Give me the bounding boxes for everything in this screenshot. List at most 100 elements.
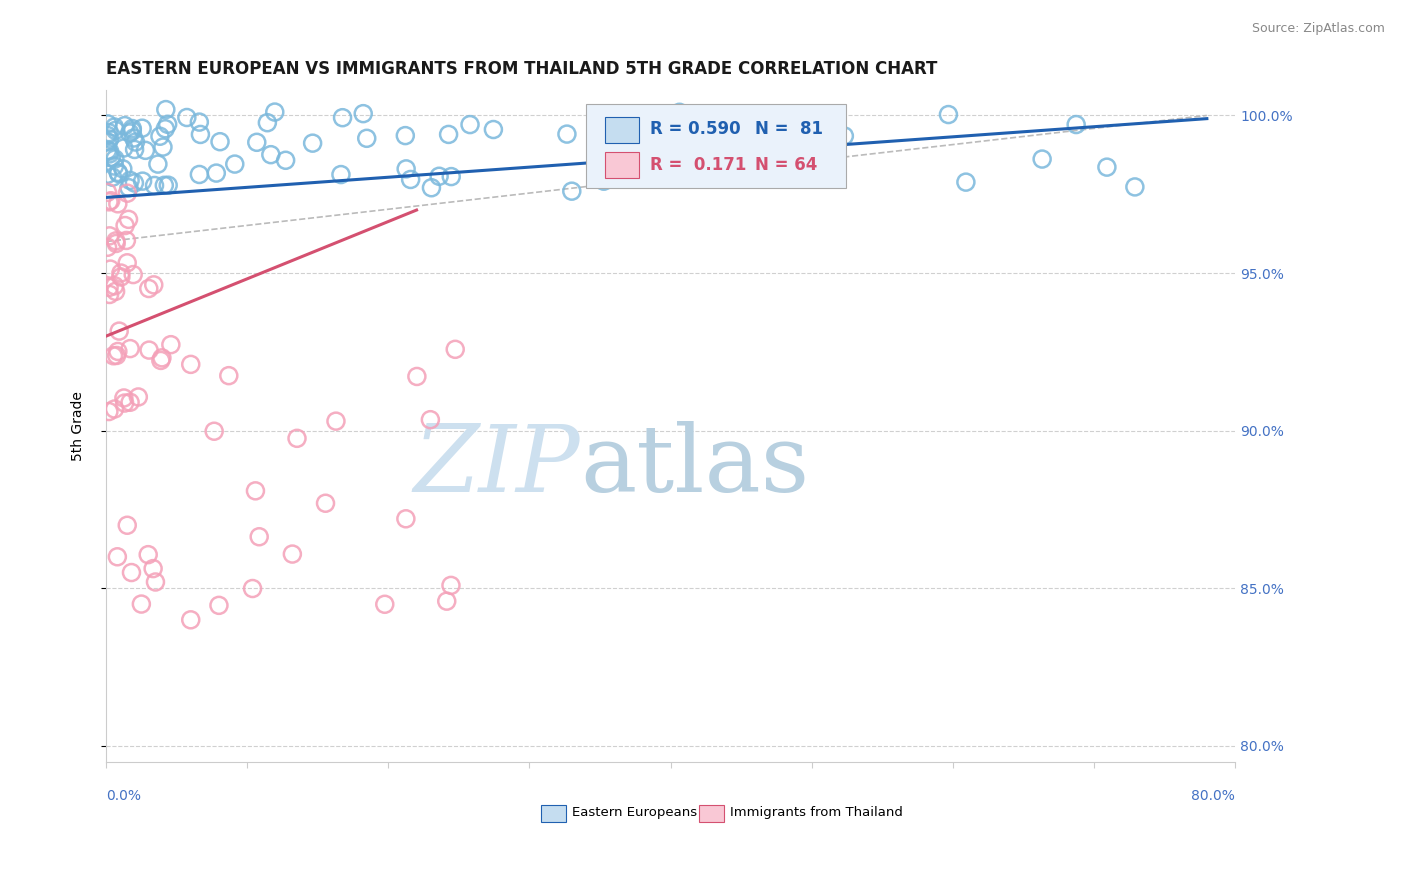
Point [1064,118,1087,132]
Point [420,180,443,194]
Point [104,278,127,293]
Point [352,106,374,120]
Point [115,234,138,248]
Point [938,107,960,121]
Point [121,566,143,580]
Point [103,402,125,417]
Point [176,111,198,125]
Point [118,180,141,194]
Text: atlas: atlas [581,421,810,511]
Point [208,135,231,149]
Point [395,512,418,526]
Point [152,140,174,154]
Text: EASTERN EUROPEAN VS IMMIGRANTS FROM THAILAND 5TH GRADE CORRELATION CHART: EASTERN EUROPEAN VS IMMIGRANTS FROM THAI… [105,60,938,78]
Point [436,594,458,608]
Point [834,128,856,143]
Point [437,128,460,142]
Point [112,391,135,405]
FancyBboxPatch shape [605,152,638,178]
Point [124,135,146,149]
Point [98,262,121,277]
Point [131,121,153,136]
Point [124,176,146,190]
Point [100,150,122,164]
Point [108,324,131,338]
Point [145,574,167,589]
Point [555,127,578,141]
Point [107,167,129,181]
Text: ZIP: ZIP [413,421,581,511]
Point [103,159,125,173]
Point [285,431,308,445]
Point [131,174,153,188]
Point [104,285,127,299]
Point [142,561,165,575]
Point [332,111,354,125]
FancyBboxPatch shape [699,805,724,822]
Point [260,147,283,161]
Point [98,287,121,301]
Text: R =  0.171: R = 0.171 [650,156,747,175]
Point [149,353,172,368]
Text: Source: ZipAtlas.com: Source: ZipAtlas.com [1251,22,1385,36]
Text: R = 0.590: R = 0.590 [650,120,741,138]
Point [122,268,145,282]
Point [427,169,450,184]
Point [202,424,225,438]
Point [153,178,176,193]
Point [188,115,211,129]
Point [98,194,121,209]
Point [121,124,143,138]
Point [98,132,121,146]
FancyBboxPatch shape [605,117,638,143]
Point [107,344,129,359]
FancyBboxPatch shape [586,103,845,187]
Point [107,165,129,179]
Point [399,172,422,186]
Point [356,131,378,145]
Point [120,342,142,356]
Point [1095,160,1118,174]
Point [218,368,240,383]
Point [208,599,231,613]
Point [150,351,173,365]
Point [100,194,122,208]
Point [142,277,165,292]
Point [155,121,177,136]
Point [105,348,128,362]
Point [97,117,120,131]
Point [274,153,297,168]
Point [394,128,416,143]
Text: 0.0%: 0.0% [105,789,141,803]
Point [103,120,125,134]
Point [98,228,121,243]
Point [329,168,352,182]
Point [110,270,132,285]
Point [395,161,418,176]
Point [444,343,467,357]
Text: N =  81: N = 81 [755,120,824,138]
Point [138,281,160,295]
Point [131,597,153,611]
Point [458,118,481,132]
Point [127,390,149,404]
Point [246,136,269,150]
Point [245,483,267,498]
Point [120,173,142,187]
Point [190,128,212,142]
Point [263,105,285,120]
Point [256,116,278,130]
FancyBboxPatch shape [541,805,565,822]
Point [96,167,118,181]
Point [111,161,134,176]
Point [440,169,463,184]
Point [118,126,141,140]
Point [482,122,505,136]
Point [112,141,135,155]
Point [114,119,136,133]
Point [419,412,441,426]
Point [98,144,121,158]
Point [374,597,396,611]
Point [146,157,169,171]
Point [134,144,156,158]
